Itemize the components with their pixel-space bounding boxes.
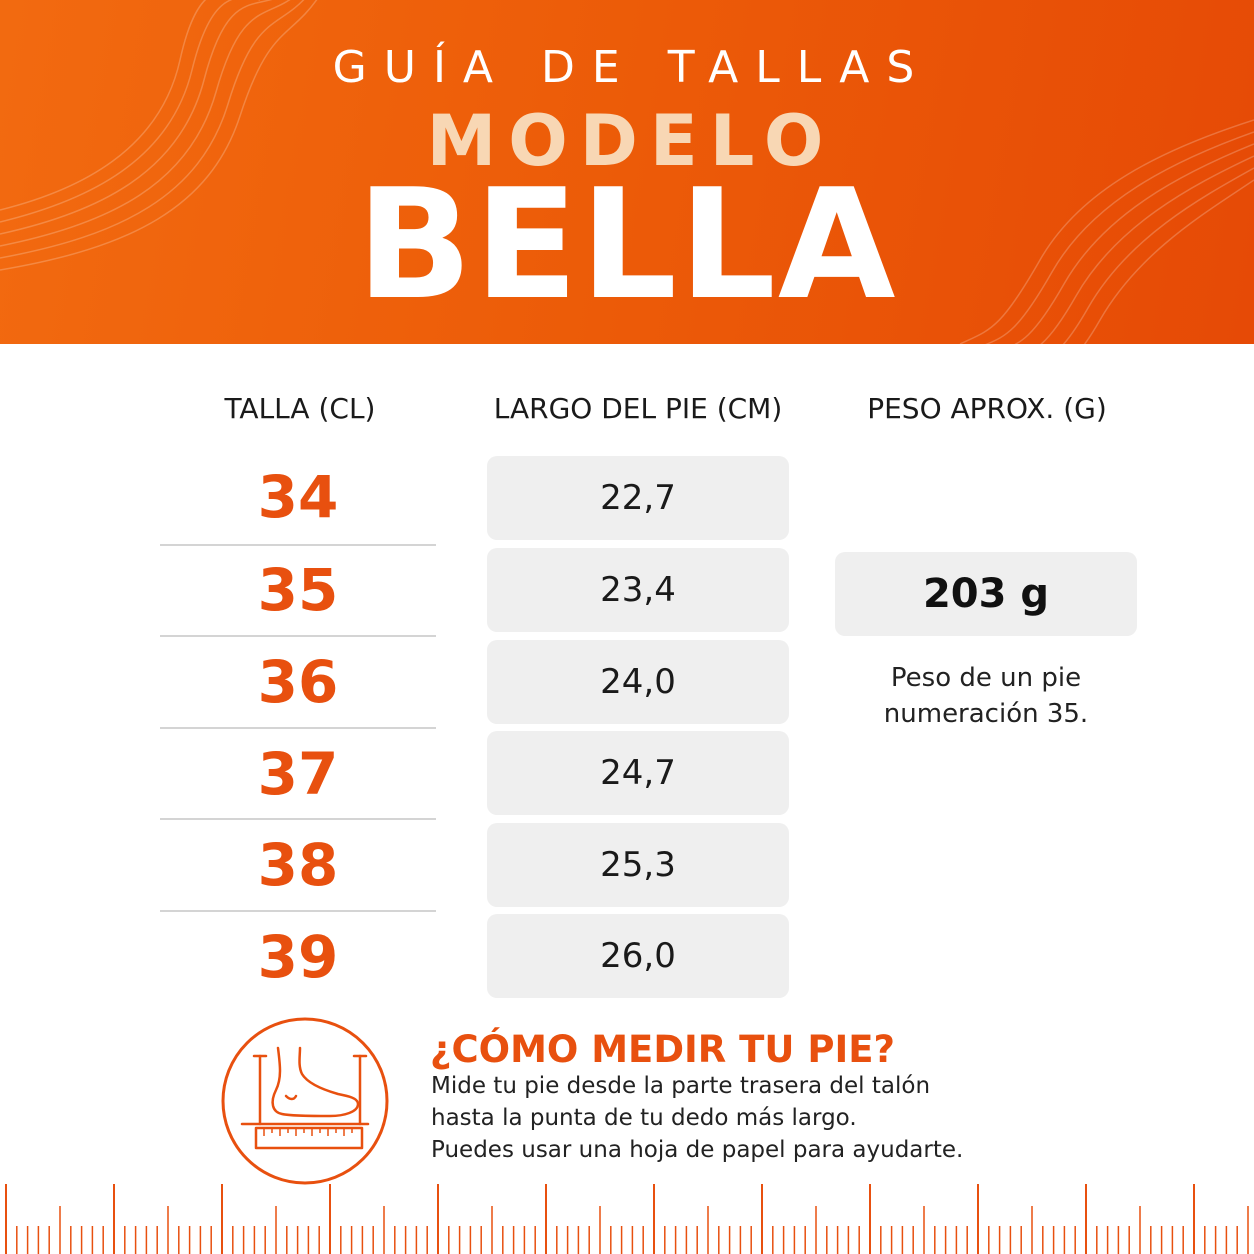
row-divider: [160, 727, 436, 729]
row-divider: [160, 635, 436, 637]
row-divider: [160, 544, 436, 546]
how-to-line: Puedes usar una hoja de papel para ayuda…: [431, 1137, 964, 1163]
how-to-title: ¿CÓMO MEDIR TU PIE?: [430, 1028, 895, 1071]
column-header-talla: TALLA (CL): [224, 392, 376, 425]
largo-value: 23,4: [487, 548, 789, 632]
foot-measure-icon: [221, 1017, 389, 1185]
talla-value: 35: [257, 556, 339, 624]
model-name: BELLA: [356, 156, 898, 333]
how-to-line: hasta la punta de tu dedo más largo.: [431, 1105, 857, 1131]
decorative-waves: [0, 0, 1254, 344]
how-to-line: Mide tu pie desde la parte trasera del t…: [431, 1073, 931, 1099]
largo-value: 24,7: [487, 731, 789, 815]
peso-value: 203 g: [835, 552, 1137, 636]
row-divider: [160, 818, 436, 820]
largo-value: 24,0: [487, 640, 789, 724]
talla-value: 39: [257, 923, 339, 991]
largo-value: 25,3: [487, 823, 789, 907]
row-divider: [160, 910, 436, 912]
largo-value: 22,7: [487, 456, 789, 540]
header-subtitle: GUÍA DE TALLAS: [332, 42, 932, 93]
peso-note: Peso de un pie numeración 35.: [835, 660, 1137, 732]
peso-note-line: numeración 35.: [883, 699, 1089, 729]
column-header-largo: LARGO DEL PIE (CM): [493, 392, 783, 425]
talla-value: 38: [257, 831, 339, 899]
talla-value: 36: [257, 648, 339, 716]
talla-value: 34: [257, 463, 339, 531]
largo-value: 26,0: [487, 914, 789, 998]
header-banner: GUÍA DE TALLAS MODELO BELLA: [0, 0, 1254, 344]
ruler-decoration: [5, 1184, 1249, 1254]
peso-note-line: Peso de un pie: [890, 663, 1082, 693]
model-label: MODELO: [426, 100, 836, 182]
talla-value: 37: [257, 740, 339, 808]
column-header-peso: PESO APROX. (G): [867, 392, 1107, 425]
